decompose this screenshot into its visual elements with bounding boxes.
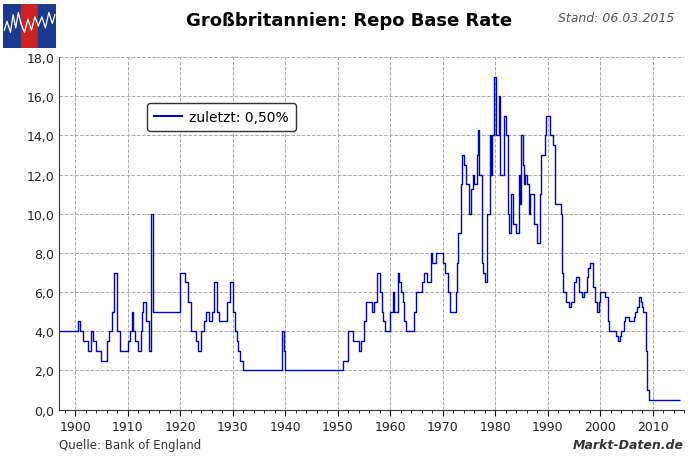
Text: Stand: 06.03.2015: Stand: 06.03.2015 — [558, 12, 675, 25]
Legend: zuletzt: 0,50%: zuletzt: 0,50% — [147, 104, 296, 131]
Text: Quelle: Bank of England: Quelle: Bank of England — [59, 438, 202, 451]
Bar — [38, 5, 56, 49]
Text: Markt-Daten.de: Markt-Daten.de — [573, 438, 684, 451]
Bar — [3, 5, 21, 49]
Text: Großbritannien: Repo Base Rate: Großbritannien: Repo Base Rate — [186, 12, 512, 30]
Bar — [21, 5, 38, 49]
